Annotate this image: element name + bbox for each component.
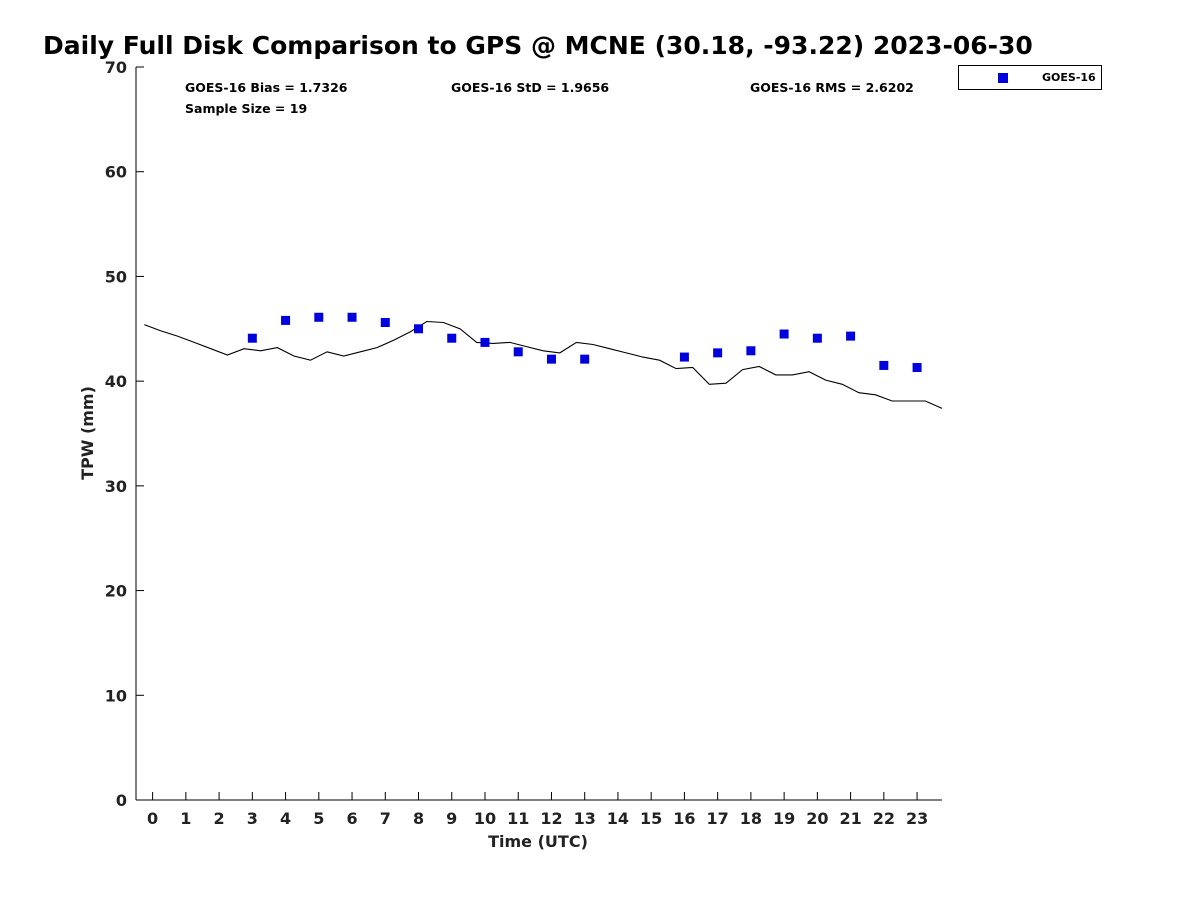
x-tick-label: 2 [214, 809, 225, 828]
y-tick-label: 60 [105, 163, 127, 182]
goes-16-point [846, 331, 856, 341]
x-tick-label: 10 [474, 809, 496, 828]
x-tick-label: 0 [147, 809, 158, 828]
y-tick-label: 40 [105, 372, 127, 391]
goes-16-point [580, 354, 590, 364]
x-tick-label: 16 [673, 809, 695, 828]
x-tick-label: 15 [640, 809, 662, 828]
x-tick-label: 9 [446, 809, 457, 828]
x-tick-label: 4 [280, 809, 291, 828]
y-tick-label: 30 [105, 477, 127, 496]
y-tick-label: 50 [105, 267, 127, 286]
x-tick-label: 3 [247, 809, 258, 828]
goes-16-point [679, 352, 689, 362]
plot-axes [135, 67, 942, 801]
y-tick-label: 0 [116, 791, 127, 810]
sample-size-stat: Sample Size = 19 [185, 101, 307, 116]
x-tick-label: 5 [313, 809, 324, 828]
goes-16-point [347, 312, 357, 322]
y-ticks: 0 10 20 30 40 50 60 70 [105, 58, 144, 810]
x-tick-label: 19 [773, 809, 795, 828]
goes-16-point [513, 347, 523, 357]
gps-tpw-line [144, 320, 943, 409]
goes-16-point [480, 337, 490, 347]
y-tick-label: 10 [105, 686, 127, 705]
legend-label-goes-16: GOES-16 [1042, 71, 1096, 84]
x-tick-label: 20 [806, 809, 828, 828]
y-tick-label: 20 [105, 582, 127, 601]
x-tick-label: 8 [413, 809, 424, 828]
x-tick-label: 11 [507, 809, 529, 828]
goes-16-point [779, 329, 789, 339]
legend-box [958, 65, 1102, 90]
std-stat: GOES-16 StD = 1.9656 [451, 80, 609, 95]
bias-stat: GOES-16 Bias = 1.7326 [185, 80, 348, 95]
x-tick-label: 7 [380, 809, 391, 828]
legend: GOES-16 [958, 65, 1102, 90]
x-axis-label: Time (UTC) [488, 832, 588, 851]
goes-16-point [812, 333, 822, 343]
rms-stat: GOES-16 RMS = 2.6202 [750, 80, 914, 95]
goes-16-point [879, 360, 889, 370]
gps-line-series [144, 320, 943, 409]
x-tick-label: 18 [740, 809, 762, 828]
goes-16-points [247, 312, 922, 373]
legend-marker-goes-16 [998, 73, 1008, 83]
x-ticks: 0 1 2 3 4 5 6 7 8 9 10 11 12 13 14 15 16 17 18 19 20 21 22 23 [147, 792, 928, 828]
chart-title: Daily Full Disk Comparison to GPS @ MCNE… [43, 31, 1033, 60]
goes-16-point [281, 315, 291, 325]
y-tick-label: 70 [105, 58, 127, 77]
x-tick-label: 17 [707, 809, 729, 828]
goes-16-point [314, 312, 324, 322]
x-tick-label: 21 [839, 809, 861, 828]
goes-16-point [247, 333, 257, 343]
x-tick-label: 13 [574, 809, 596, 828]
goes-16-point [912, 363, 922, 373]
goes-16-point [447, 333, 457, 343]
x-tick-label: 12 [540, 809, 562, 828]
x-tick-label: 23 [906, 809, 928, 828]
goes-16-point [380, 318, 390, 328]
goes-16-point [713, 348, 723, 358]
x-tick-label: 6 [346, 809, 357, 828]
goes-16-point [414, 324, 424, 334]
y-axis-label: TPW (mm) [78, 386, 97, 480]
goes-16-point [546, 354, 556, 364]
x-tick-label: 22 [873, 809, 895, 828]
x-tick-label: 14 [607, 809, 629, 828]
goes-16-point [746, 346, 756, 356]
x-tick-label: 1 [180, 809, 191, 828]
